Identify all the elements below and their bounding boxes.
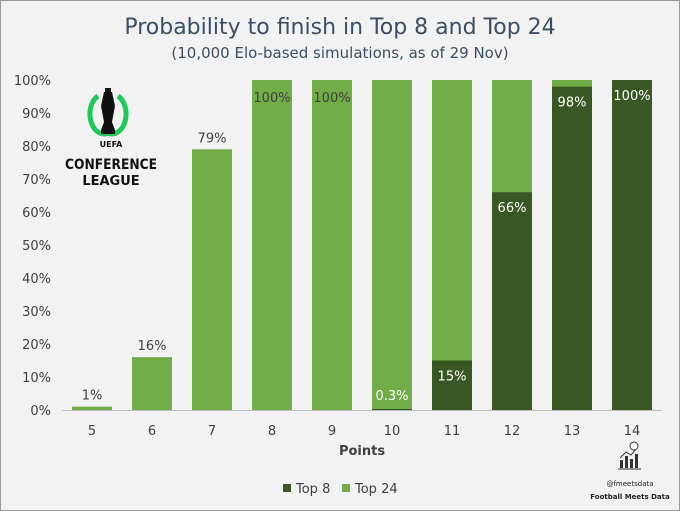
- y-tick-label: 40%: [22, 272, 51, 287]
- x-tick-label: 7: [208, 424, 216, 439]
- y-tick-label: 50%: [22, 239, 51, 254]
- data-label: 0.3%: [375, 389, 408, 404]
- bar-chart-ball-icon: [618, 441, 641, 470]
- y-axis: 0% 10% 20% 30% 40% 50% 60% 70% 80% 90% 100%: [14, 74, 51, 419]
- y-tick-label: 20%: [22, 338, 51, 353]
- data-labels: 1% 16% 79% 100% 100% 0.3% 15% 66% 98% 100%: [82, 89, 651, 404]
- bar-top24: [372, 80, 412, 410]
- data-label: 100%: [613, 89, 650, 104]
- chart-title: Probability to finish in Top 8 and Top 2…: [124, 15, 555, 40]
- x-tick-label: 6: [148, 424, 156, 439]
- data-label: 79%: [198, 131, 227, 146]
- chart-subtitle: (10,000 Elo-based simulations, as of 29 …: [171, 44, 508, 62]
- legend-swatch-top8: [283, 484, 291, 492]
- y-tick-label: 60%: [22, 206, 51, 221]
- logo-text-uefa: UEFA: [100, 140, 124, 149]
- y-tick-label: 100%: [14, 74, 51, 89]
- data-label: 98%: [558, 96, 587, 111]
- y-tick-label: 30%: [22, 305, 51, 320]
- bar-top24: [312, 80, 352, 410]
- bar-top24: [192, 149, 232, 411]
- x-tick-label: 5: [88, 424, 96, 439]
- x-axis: 5 6 7 8 9 10 11 12 13 14: [88, 424, 640, 439]
- data-label: 100%: [313, 91, 350, 106]
- data-label: 100%: [253, 91, 290, 106]
- bar-top24: [72, 406, 112, 410]
- bars: [72, 80, 652, 411]
- legend-label-top8: Top 8: [295, 482, 330, 497]
- y-tick-label: 70%: [22, 173, 51, 188]
- data-label: 66%: [498, 201, 527, 216]
- branding: @fmeetsdata Football Meets Data: [590, 441, 670, 501]
- data-label: 1%: [82, 389, 103, 404]
- x-tick-label: 8: [268, 424, 276, 439]
- y-tick-label: 80%: [22, 140, 51, 155]
- bar-top8: [552, 86, 592, 410]
- x-tick-label: 14: [624, 424, 641, 439]
- bar-top8: [612, 80, 652, 410]
- y-tick-label: 90%: [22, 107, 51, 122]
- bar-top24: [432, 80, 472, 410]
- x-axis-title: Points: [339, 444, 385, 459]
- bar-top24: [132, 357, 172, 410]
- x-tick-label: 9: [328, 424, 336, 439]
- x-tick-label: 10: [384, 424, 401, 439]
- legend-label-top24: Top 24: [354, 482, 398, 497]
- legend: Top 8 Top 24: [283, 482, 398, 497]
- bar-top24: [252, 80, 292, 410]
- conference-league-trophy-icon: [87, 88, 129, 137]
- bar-top8: [492, 192, 532, 410]
- brand-name: Football Meets Data: [590, 493, 670, 501]
- bar-top8: [372, 409, 412, 410]
- y-tick-label: 10%: [22, 371, 51, 386]
- y-tick-label: 0%: [30, 404, 51, 419]
- bar-top8: [432, 360, 472, 410]
- logo-text-league: LEAGUE: [82, 174, 139, 189]
- brand-handle: @fmeetsdata: [606, 480, 653, 488]
- x-tick-label: 11: [444, 424, 461, 439]
- x-tick-label: 13: [564, 424, 581, 439]
- conference-league-logo: UEFA CONFERENCE LEAGUE: [65, 88, 157, 189]
- x-tick-label: 12: [504, 424, 521, 439]
- data-label: 16%: [138, 339, 167, 354]
- legend-swatch-top24: [342, 484, 350, 492]
- data-label: 15%: [438, 370, 467, 385]
- logo-text-conference: CONFERENCE: [65, 157, 157, 173]
